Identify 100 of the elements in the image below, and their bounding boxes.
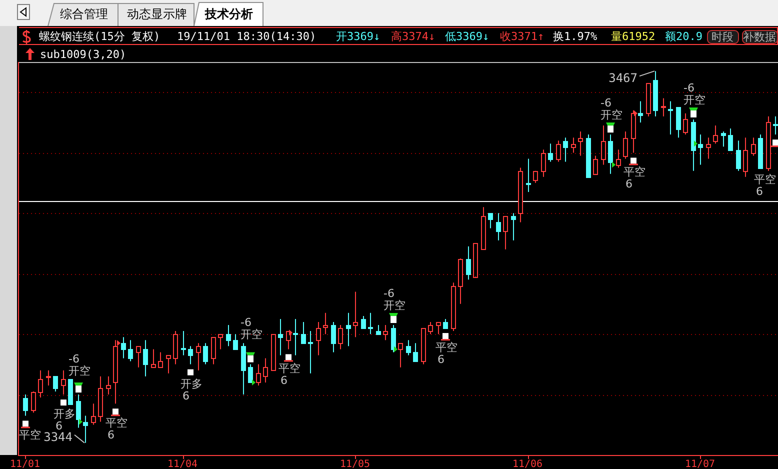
candlestick (271, 334, 276, 371)
candlestick (331, 321, 336, 353)
candlestick (548, 143, 553, 162)
annotation: 平空 (624, 166, 646, 179)
candlestick (143, 340, 148, 377)
annotation: 6 (626, 178, 632, 191)
candlestick (713, 124, 718, 144)
annotation: 平空 (19, 428, 41, 442)
candlestick (151, 348, 156, 368)
candlestick (383, 324, 388, 341)
candlestick (106, 376, 111, 396)
candlestick (766, 116, 771, 172)
candlestick (203, 342, 208, 365)
candlestick (353, 291, 358, 338)
candlestick (518, 167, 523, 223)
candlestick (316, 321, 321, 356)
candlestick (466, 246, 471, 280)
annotation: 平空 (278, 362, 300, 376)
text: 量61952 (611, 30, 656, 43)
candlestick (398, 342, 403, 368)
annotation: -6 (240, 316, 252, 330)
candlestick (136, 346, 141, 368)
annotation: 开空 (684, 93, 706, 106)
x-tick-label: 11/05 (340, 459, 370, 469)
candlestick (496, 212, 501, 241)
text: 低3369↓ (445, 30, 490, 43)
candlestick (751, 137, 756, 156)
annotation: 平空 (106, 416, 128, 430)
candlestick (451, 282, 456, 332)
candlestick (593, 155, 598, 175)
annotation: 6 (438, 353, 444, 366)
annotation: -6 (384, 287, 394, 300)
candlestick (458, 258, 463, 304)
candlestick (46, 370, 51, 386)
candlestick (83, 415, 88, 444)
candlestick (736, 140, 741, 172)
candlestick (646, 82, 651, 117)
candlestick (173, 330, 178, 365)
candlestick (503, 216, 508, 250)
candlestick (758, 134, 763, 169)
x-tick-label: 11/04 (167, 459, 198, 469)
candlestick (556, 140, 561, 162)
candlestick (361, 315, 366, 329)
candlestick (211, 336, 216, 365)
text: 收3371↑ (500, 30, 544, 43)
candlestick (571, 137, 576, 154)
text: 换1.97% (553, 30, 598, 43)
text: 动态显示牌 (127, 7, 187, 21)
candlestick (698, 134, 703, 166)
annotation: 开空 (68, 364, 90, 378)
candlestick (428, 321, 433, 335)
candlestick (376, 324, 381, 335)
candlestick (196, 342, 201, 371)
candlestick (346, 312, 351, 347)
candlestick (293, 318, 298, 356)
candlestick (541, 149, 546, 178)
candlestick (586, 134, 591, 178)
candlestick (166, 354, 171, 374)
text: 时段 (712, 30, 734, 44)
candlestick (413, 342, 418, 362)
candlestick (683, 112, 688, 136)
candlestick (76, 394, 81, 428)
candlestick (406, 340, 411, 356)
annotation: 平空 (436, 341, 458, 354)
annotation: 开空 (240, 328, 262, 342)
candlestick (368, 312, 373, 335)
candlestick (91, 403, 96, 426)
candlestick (421, 328, 426, 365)
candlestick (728, 128, 733, 151)
candlestick (743, 137, 748, 178)
candlestick (526, 158, 531, 192)
candlestick (128, 340, 133, 362)
candlestick (563, 137, 568, 162)
candlestick (443, 318, 448, 329)
candlestick (158, 352, 163, 368)
candlestick (481, 206, 486, 250)
annotation: -6 (600, 96, 612, 110)
candlestick (721, 131, 726, 148)
candlestick (53, 376, 58, 392)
annotation: 开多 (180, 377, 202, 390)
text: 额20.9 (665, 30, 702, 43)
text: 技术分析 (204, 7, 253, 21)
x-tick-label: 11/01 (10, 459, 40, 469)
annotation: 6 (756, 184, 763, 198)
annotation: 6 (108, 428, 114, 442)
candlestick (188, 346, 193, 365)
candlestick (323, 312, 328, 335)
candlestick (248, 364, 253, 383)
candlestick (301, 321, 306, 344)
annotation: -6 (684, 81, 694, 94)
candlestick (601, 124, 606, 166)
candlestick (31, 391, 36, 414)
candlestick (631, 110, 636, 154)
candlestick (661, 98, 666, 117)
text: 开3369↓ (336, 30, 380, 43)
candlestick (773, 116, 778, 136)
candlestick (61, 370, 66, 396)
candlestick (511, 212, 516, 241)
x-tick-label: 11/06 (512, 459, 543, 469)
text: 综合管理 (60, 7, 108, 21)
